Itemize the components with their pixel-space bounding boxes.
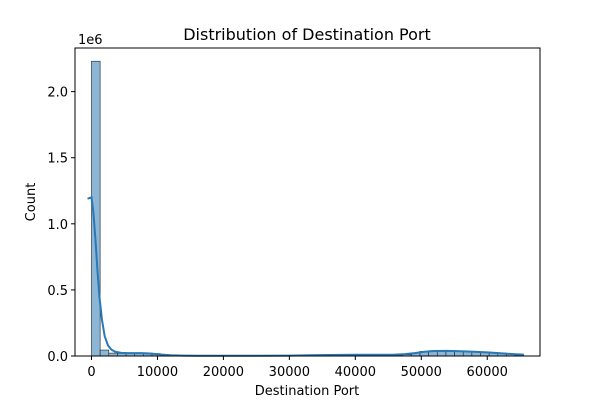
chart-title: Distribution of Destination Port bbox=[183, 25, 431, 44]
x-tick-label: 0 bbox=[87, 365, 95, 380]
y-tick-label: 0.5 bbox=[47, 284, 68, 299]
y-tick-label: 1.0 bbox=[47, 218, 68, 233]
y-tick-label: 0.0 bbox=[47, 350, 68, 365]
plot-frame bbox=[74, 47, 541, 357]
x-tick-label: 10000 bbox=[137, 365, 178, 380]
x-tick-label: 50000 bbox=[401, 365, 442, 380]
y-tick-label: 1.5 bbox=[47, 152, 68, 167]
y-tick-label: 2.0 bbox=[47, 86, 68, 101]
x-tick-label: 30000 bbox=[269, 365, 310, 380]
histogram-bars bbox=[91, 60, 525, 357]
histogram-bar bbox=[99, 349, 110, 357]
x-tick-label: 20000 bbox=[203, 365, 244, 380]
kde-curve bbox=[87, 196, 524, 357]
y-axis-ticks: 0.0 0.5 1.0 1.5 2.0 bbox=[47, 86, 75, 365]
y-offset-label: 1e6 bbox=[78, 33, 103, 48]
y-axis-label: Count bbox=[24, 183, 39, 222]
x-axis-ticks: 0 10000 20000 30000 40000 50000 60000 bbox=[87, 356, 508, 380]
x-tick-label: 40000 bbox=[335, 365, 376, 380]
x-tick-label: 60000 bbox=[467, 365, 508, 380]
x-axis-label: Destination Port bbox=[255, 384, 360, 399]
